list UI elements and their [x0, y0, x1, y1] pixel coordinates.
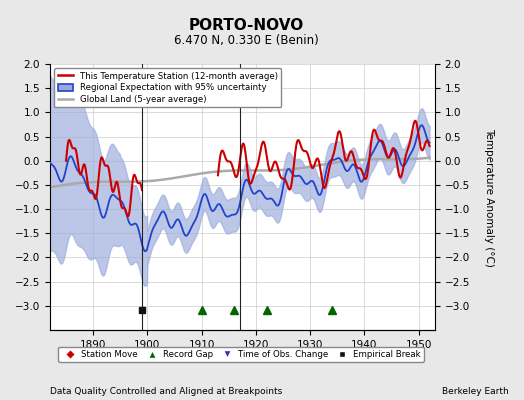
Text: 6.470 N, 0.330 E (Benin): 6.470 N, 0.330 E (Benin): [174, 34, 319, 47]
Legend: This Temperature Station (12-month average), Regional Expectation with 95% uncer: This Temperature Station (12-month avera…: [54, 68, 281, 107]
Text: Berkeley Earth: Berkeley Earth: [442, 387, 508, 396]
Legend: Station Move, Record Gap, Time of Obs. Change, Empirical Break: Station Move, Record Gap, Time of Obs. C…: [58, 347, 424, 362]
Text: PORTO-NOVO: PORTO-NOVO: [189, 18, 304, 33]
Text: Data Quality Controlled and Aligned at Breakpoints: Data Quality Controlled and Aligned at B…: [50, 387, 282, 396]
Y-axis label: Temperature Anomaly (°C): Temperature Anomaly (°C): [484, 128, 494, 266]
